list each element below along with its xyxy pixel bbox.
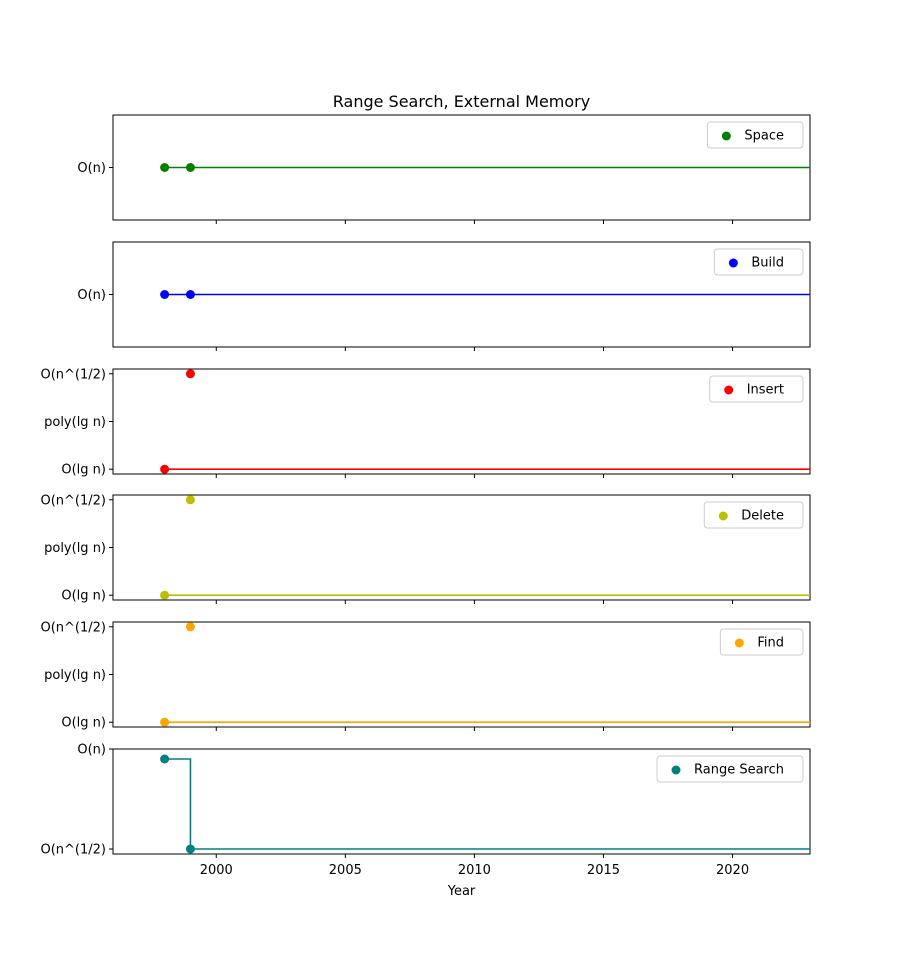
data-point-build	[185, 290, 195, 299]
legend-marker-space	[721, 131, 731, 141]
series-line-range-search	[164, 758, 810, 850]
panel-delete: O(lg n) poly(lg n) O(n^(1/2) Delete	[40, 493, 811, 604]
y-tick-label-build: O(n)	[77, 288, 106, 303]
y-tick-label-find: O(n^(1/2)	[40, 620, 106, 635]
data-point-find	[185, 622, 195, 632]
data-point-build	[160, 290, 170, 299]
legend-marker-find	[734, 638, 744, 648]
legend-box-find	[719, 628, 804, 656]
legend-marker-range-search	[671, 765, 681, 775]
legend-range-search: Range Search	[656, 755, 804, 783]
y-tick-label-insert: poly(lg n)	[44, 415, 106, 430]
legend-label-find: Find	[757, 636, 784, 651]
y-tick-label-space: O(n)	[77, 161, 106, 176]
data-point-delete	[185, 495, 195, 505]
panel-space: O(n) Space	[77, 114, 811, 224]
panel-range-search: O(n^(1/2) O(n) 2000 2005 2010 2015 2020 Range S…	[40, 743, 811, 878]
x-tick-label: 2005	[329, 863, 362, 878]
y-tick-label-find: O(lg n)	[61, 716, 106, 731]
data-point-space	[185, 163, 195, 172]
data-point-space	[160, 163, 170, 172]
legend-delete: Delete	[703, 501, 804, 529]
data-point-insert	[185, 369, 195, 379]
y-tick-label-delete: poly(lg n)	[44, 541, 106, 556]
panel-insert: O(lg n) poly(lg n) O(n^(1/2) Insert	[40, 367, 811, 478]
axes-frame-find	[112, 621, 811, 728]
x-axis-label: Year	[447, 884, 476, 899]
legend-marker-insert	[724, 385, 734, 395]
data-point-insert	[160, 464, 170, 474]
legend-label-build: Build	[751, 256, 784, 271]
y-tick-label-delete: O(lg n)	[61, 589, 106, 604]
legend-box-build	[713, 248, 804, 276]
x-tick-label: 2010	[458, 863, 491, 878]
legend-label-space: Space	[744, 129, 784, 144]
legend-space: Space	[706, 121, 804, 149]
y-tick-label-find: poly(lg n)	[44, 668, 106, 683]
y-tick-label-range-search: O(n)	[77, 743, 106, 758]
legend-label-range-search: Range Search	[694, 763, 784, 778]
y-tick-label-delete: O(n^(1/2)	[40, 493, 106, 508]
axes-frame-range-search	[112, 748, 811, 855]
legend-box-space	[706, 121, 804, 149]
y-tick-label-insert: O(n^(1/2)	[40, 367, 106, 382]
legend-box-range-search	[656, 755, 804, 783]
data-point-delete	[160, 590, 170, 600]
legend-insert: Insert	[709, 375, 804, 403]
x-tick-label: 2000	[200, 863, 233, 878]
panel-build: O(n) Build	[77, 241, 811, 351]
legend-box-delete	[703, 501, 804, 529]
data-point-range-search	[160, 754, 170, 764]
panel-find: O(lg n) poly(lg n) O(n^(1/2) Find	[40, 620, 811, 731]
legend-build: Build	[713, 248, 804, 276]
legend-label-delete: Delete	[741, 509, 784, 524]
x-tick-label: 2015	[587, 863, 620, 878]
axes-frame-insert	[112, 368, 811, 475]
x-tick-label: 2020	[716, 863, 749, 878]
legend-box-insert	[709, 375, 804, 403]
legend-label-insert: Insert	[747, 383, 784, 398]
legend-find: Find	[719, 628, 804, 656]
legend-marker-delete	[718, 511, 728, 521]
legend-marker-build	[728, 258, 738, 268]
panels: O(n) Space O(n) Build O(lg n) poly(lg n) O(n^(…	[40, 114, 811, 878]
chart-title: Range Search, External Memory	[333, 92, 590, 111]
y-tick-label-range-search: O(n^(1/2)	[40, 843, 106, 858]
data-point-find	[160, 717, 170, 727]
data-point-range-search	[185, 844, 195, 854]
y-tick-label-insert: O(lg n)	[61, 463, 106, 478]
